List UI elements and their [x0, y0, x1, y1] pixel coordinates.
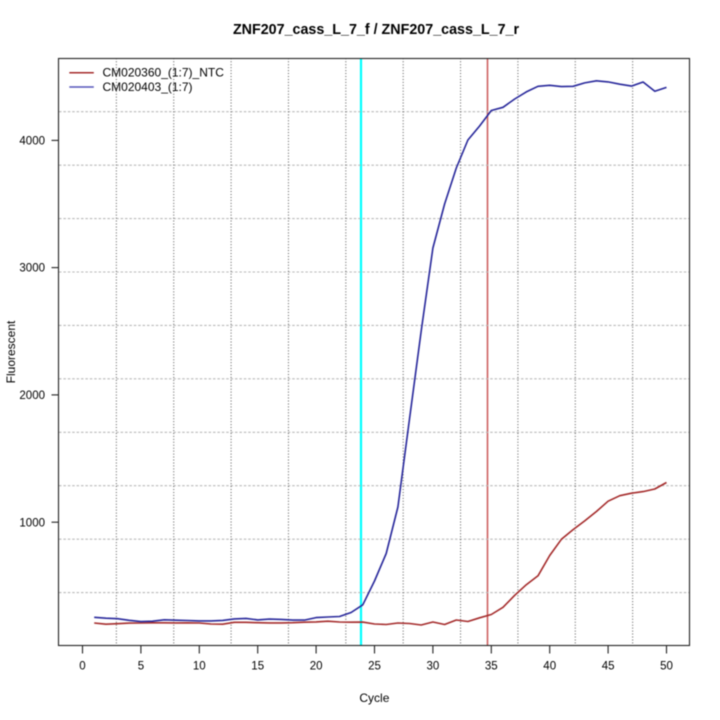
svg-text:CM020403_(1:7): CM020403_(1:7): [103, 80, 193, 94]
svg-text:4000: 4000: [19, 136, 45, 148]
svg-text:20: 20: [310, 661, 323, 673]
svg-text:5: 5: [138, 661, 144, 673]
svg-text:40: 40: [543, 661, 556, 673]
svg-text:15: 15: [251, 661, 264, 673]
svg-text:ZNF207_cass_L_7_f / ZNF207_cas: ZNF207_cass_L_7_f / ZNF207_cass_L_7_r: [233, 22, 520, 38]
svg-text:1000: 1000: [19, 517, 45, 529]
svg-text:45: 45: [602, 661, 615, 673]
svg-text:CM020360_(1:7)_NTC: CM020360_(1:7)_NTC: [103, 66, 225, 80]
svg-text:25: 25: [368, 661, 381, 673]
svg-text:10: 10: [193, 661, 206, 673]
svg-text:Fluorescent: Fluorescent: [4, 320, 18, 383]
svg-text:0: 0: [79, 661, 85, 673]
svg-text:3000: 3000: [19, 263, 45, 275]
svg-text:30: 30: [427, 661, 440, 673]
svg-text:50: 50: [660, 661, 673, 673]
svg-text:35: 35: [485, 661, 498, 673]
svg-text:2000: 2000: [19, 390, 45, 402]
svg-text:Cycle: Cycle: [359, 691, 389, 705]
